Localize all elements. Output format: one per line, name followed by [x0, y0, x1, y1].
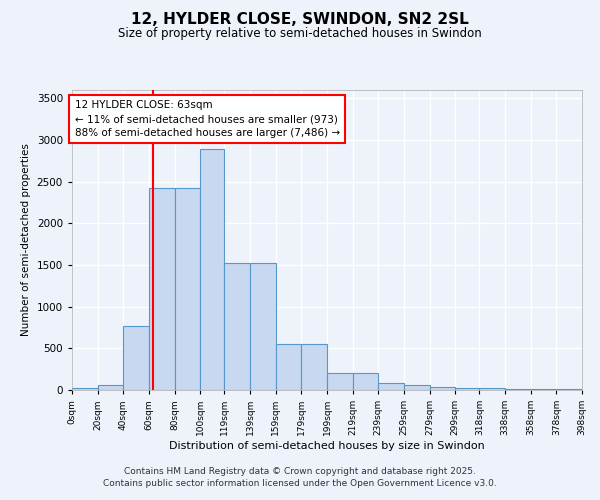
- Bar: [505, 389, 531, 390]
- Bar: [430, 386, 455, 390]
- Bar: [250, 264, 276, 390]
- Bar: [353, 372, 378, 390]
- Y-axis label: Number of semi-detached properties: Number of semi-detached properties: [21, 144, 31, 336]
- Bar: [149, 188, 175, 390]
- Bar: [224, 264, 250, 390]
- Bar: [98, 385, 123, 390]
- Bar: [276, 344, 301, 390]
- Bar: [404, 385, 430, 390]
- Text: 12, HYLDER CLOSE, SWINDON, SN2 2SL: 12, HYLDER CLOSE, SWINDON, SN2 2SL: [131, 12, 469, 28]
- Text: 12 HYLDER CLOSE: 63sqm
← 11% of semi-detached houses are smaller (973)
88% of se: 12 HYLDER CLOSE: 63sqm ← 11% of semi-det…: [74, 100, 340, 138]
- Bar: [301, 344, 327, 390]
- Bar: [123, 326, 149, 390]
- X-axis label: Distribution of semi-detached houses by size in Swindon: Distribution of semi-detached houses by …: [169, 441, 485, 451]
- Text: Contains HM Land Registry data © Crown copyright and database right 2025.
Contai: Contains HM Land Registry data © Crown c…: [103, 466, 497, 487]
- Bar: [175, 188, 200, 390]
- Bar: [200, 149, 224, 390]
- Bar: [72, 388, 98, 390]
- Bar: [556, 389, 582, 390]
- Bar: [531, 389, 556, 390]
- Bar: [479, 388, 505, 390]
- Bar: [455, 388, 479, 390]
- Text: Size of property relative to semi-detached houses in Swindon: Size of property relative to semi-detach…: [118, 28, 482, 40]
- Bar: [327, 372, 353, 390]
- Bar: [378, 384, 404, 390]
